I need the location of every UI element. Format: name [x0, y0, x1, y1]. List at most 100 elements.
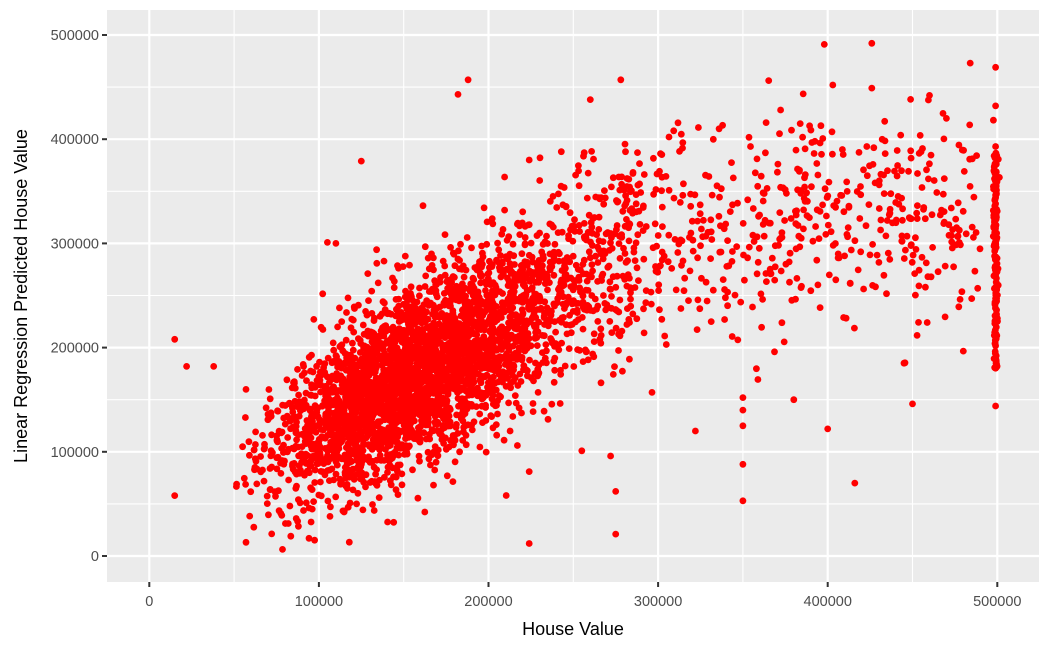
data-point: [397, 427, 405, 435]
data-point: [388, 333, 396, 341]
data-point: [501, 206, 508, 214]
data-point: [616, 255, 624, 262]
data-point: [709, 286, 717, 294]
data-point: [847, 246, 855, 254]
data-point: [350, 328, 358, 336]
data-point: [349, 339, 356, 347]
data-point: [325, 407, 332, 415]
data-point: [787, 215, 795, 222]
data-point: [767, 270, 774, 278]
data-point: [653, 242, 660, 250]
data-point: [389, 413, 397, 420]
data-point: [601, 300, 609, 307]
data-point: [744, 254, 751, 262]
data-point: [284, 434, 292, 441]
data-point: [483, 240, 491, 248]
data-point: [402, 311, 410, 319]
data-point: [579, 325, 587, 333]
data-point: [677, 305, 685, 312]
data-point: [439, 376, 447, 383]
data-point: [454, 430, 462, 437]
data-point: [798, 282, 805, 290]
data-point: [476, 364, 484, 371]
data-point: [590, 338, 598, 345]
data-point: [399, 334, 407, 341]
data-point: [456, 448, 463, 456]
data-point: [452, 362, 460, 369]
data-point: [922, 283, 929, 291]
data-point: [543, 359, 550, 367]
data-point: [950, 263, 957, 271]
data-point: [470, 418, 478, 426]
data-point: [595, 226, 603, 233]
data-point: [807, 287, 815, 295]
data-point: [870, 144, 878, 152]
data-point: [300, 507, 307, 514]
data-point: [607, 452, 614, 460]
data-point: [794, 165, 801, 173]
data-point: [477, 379, 485, 387]
data-point: [939, 110, 947, 117]
data-point: [658, 203, 666, 211]
data-point: [555, 316, 563, 324]
data-point: [843, 178, 851, 186]
data-point: [316, 445, 323, 452]
data-point: [566, 258, 574, 266]
data-point: [757, 290, 765, 298]
data-point: [753, 155, 761, 163]
data-point: [514, 314, 521, 322]
data-point: [753, 365, 760, 373]
data-point: [346, 445, 354, 453]
data-point: [429, 362, 437, 370]
data-point: [324, 239, 331, 246]
data-point: [534, 328, 542, 335]
data-point: [608, 329, 616, 336]
data-point: [426, 401, 433, 408]
data-point: [292, 413, 300, 421]
data-point: [955, 239, 963, 246]
data-point: [838, 192, 846, 199]
data-point: [398, 470, 406, 478]
data-point: [561, 258, 568, 266]
data-point: [514, 220, 521, 228]
data-point: [294, 403, 302, 411]
data-point: [466, 316, 473, 324]
data-point: [528, 285, 536, 293]
data-point: [346, 422, 354, 429]
data-point: [814, 171, 822, 179]
data-point: [992, 295, 999, 302]
data-point: [355, 335, 362, 343]
data-point: [857, 183, 864, 190]
data-point: [820, 41, 828, 48]
data-point: [868, 39, 876, 47]
data-point: [616, 332, 624, 340]
data-point: [409, 350, 416, 358]
data-point: [363, 346, 371, 353]
data-point: [832, 276, 840, 284]
y-axis-title: Linear Regression Predicted House Value: [11, 129, 31, 463]
data-point: [283, 376, 291, 384]
data-point: [992, 402, 999, 410]
data-point: [619, 367, 626, 375]
data-point: [488, 390, 496, 398]
data-point: [427, 373, 435, 380]
data-point: [703, 297, 711, 305]
data-point: [512, 338, 520, 346]
data-point: [992, 273, 999, 281]
data-point: [620, 244, 627, 252]
data-point: [330, 346, 338, 354]
data-point: [476, 443, 484, 451]
data-point: [780, 338, 788, 346]
data-point: [378, 310, 386, 318]
data-point: [522, 346, 529, 354]
data-point: [569, 252, 577, 260]
data-point: [612, 283, 620, 291]
data-point: [600, 200, 608, 208]
data-point: [702, 232, 710, 240]
data-point: [604, 229, 612, 236]
data-point: [739, 460, 747, 468]
data-point: [686, 267, 694, 275]
data-point: [510, 350, 518, 358]
data-point: [976, 245, 984, 253]
